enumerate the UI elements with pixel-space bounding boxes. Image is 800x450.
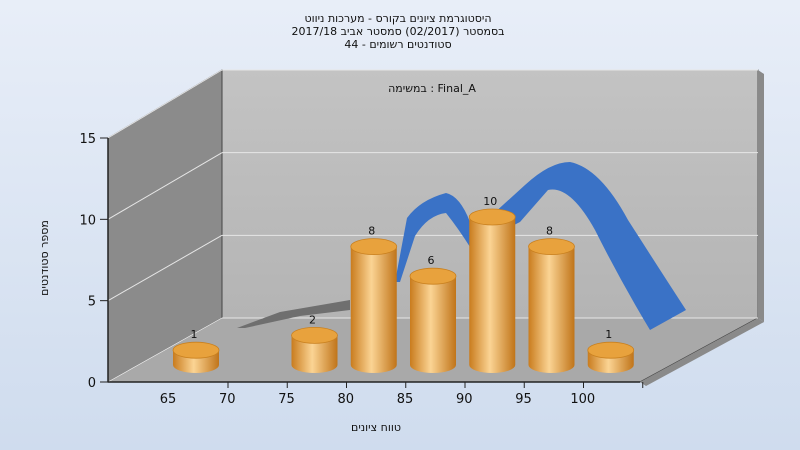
bar-top [528, 238, 575, 256]
y-tick-label: 0 [88, 376, 96, 391]
gridline-wall [107, 317, 223, 383]
x-tick-label: 80 [337, 392, 354, 407]
bar-75: 2 [291, 313, 338, 373]
bar-value-label: 1 [605, 328, 612, 341]
bar-100: 1 [587, 328, 635, 373]
y-tick-label: 5 [88, 295, 96, 310]
x-tick-label: 95 [515, 392, 532, 407]
y-tick-label: 10 [79, 213, 96, 228]
chart-title-line-1: היסטוגרמת ציונים בקורס - מערכות ניווט [304, 12, 491, 25]
x-tick-label: 85 [397, 392, 414, 407]
bar-value-label: 8 [368, 225, 375, 238]
bar-top [409, 267, 457, 285]
x-tick-label: 75 [278, 392, 295, 407]
bar-85: 6 [409, 254, 457, 373]
y-tick-label: 15 [79, 132, 96, 147]
x-axis-label: טווח ציונים [351, 421, 401, 434]
bar-value-label: 8 [546, 225, 553, 238]
x-tick-label: 65 [160, 392, 177, 407]
bar-value-label: 2 [309, 313, 316, 326]
bar-top [587, 341, 635, 359]
bar-body [350, 246, 397, 373]
bars: 1 2 8 6 10 8 1 [172, 195, 635, 373]
bar-80: 8 [350, 225, 398, 373]
bar-top [468, 208, 516, 226]
bar-body [410, 276, 456, 373]
curve-ribbon [395, 162, 686, 330]
x-tick-label: 100 [570, 392, 595, 407]
x-tick-label: 70 [219, 392, 236, 407]
bar-top [172, 341, 220, 359]
chart-title-line-3: סטודנטים רשומים - 44 [344, 38, 451, 51]
bar-body [291, 335, 338, 373]
gridline-wall [107, 234, 223, 302]
gridline-wall [107, 69, 223, 139]
bar-65: 1 [172, 328, 220, 373]
bar-value-label: 1 [191, 328, 198, 341]
bar-95: 8 [528, 225, 575, 373]
floor-front-edge [640, 318, 764, 386]
bar-value-label: 10 [483, 195, 497, 208]
bar-body [528, 246, 575, 373]
axes: 0 5 10 15 65 70 75 80 85 90 95 100 [79, 132, 644, 407]
bar-body [469, 217, 516, 373]
y-axis-label: מספר סטודנטים [38, 220, 51, 296]
bar-value-label: 6 [428, 254, 435, 267]
bar-top [350, 238, 398, 256]
curve-shadow-segment [237, 300, 350, 328]
chart-title-line-2: בסמסטר (02/2017) סמסטר אביב 2017/18 [291, 25, 504, 38]
bar-top [291, 326, 338, 344]
bar-90: 10 [468, 195, 516, 373]
chart-subtitle: במשימה : Final_A [388, 82, 476, 95]
gridline-wall [107, 152, 223, 220]
right-edge [758, 70, 764, 322]
distribution-curve [237, 162, 686, 330]
x-tick-label: 90 [456, 392, 473, 407]
